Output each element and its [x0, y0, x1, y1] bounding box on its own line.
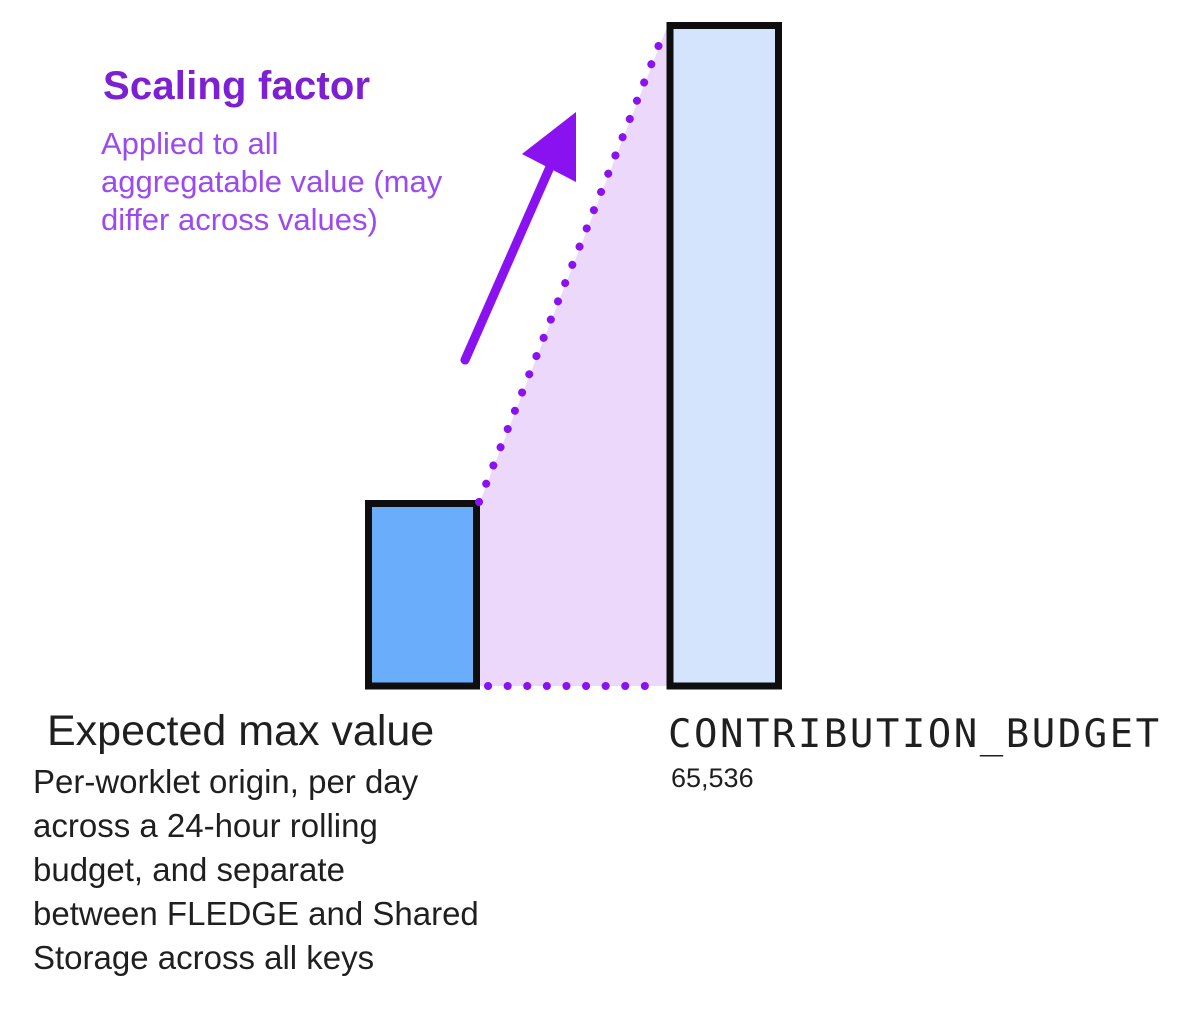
- expected-max-description-line: Per-worklet origin, per day: [33, 763, 419, 800]
- expected-max-description-line: Storage across all keys: [33, 939, 375, 976]
- expected-max-value-label: Expected max value: [47, 707, 435, 755]
- scaled-region-shade: [479, 27, 667, 686]
- expected-max-description-line: between FLEDGE and Shared: [33, 895, 479, 932]
- scaling-factor-heading: Scaling factor: [103, 64, 371, 108]
- scaling-arrow-head-icon: [522, 112, 576, 182]
- scaling-dotted-diagonal-line: [475, 28, 668, 506]
- expected-max-value-description: Per-worklet origin, per day across a 24-…: [33, 760, 479, 980]
- contribution-budget-bar: [666, 22, 782, 690]
- scaling-arrow-shaft: [460, 162, 555, 365]
- scaling-factor-description-line: Applied to all: [101, 126, 279, 161]
- scaling-factor-description: Applied to all aggregatable value (may d…: [101, 125, 442, 239]
- scaling-factor-description-line: aggregatable value (may: [101, 164, 443, 199]
- scaling-factor-description-line: differ across values): [101, 202, 378, 237]
- expected-max-value-bar: [365, 500, 480, 690]
- contribution-budget-value: 65,536: [671, 763, 754, 793]
- expected-max-description-line: budget, and separate: [33, 851, 345, 888]
- expected-max-description-line: across a 24-hour rolling: [33, 807, 378, 844]
- contribution-budget-label: CONTRIBUTION_BUDGET: [668, 712, 1162, 757]
